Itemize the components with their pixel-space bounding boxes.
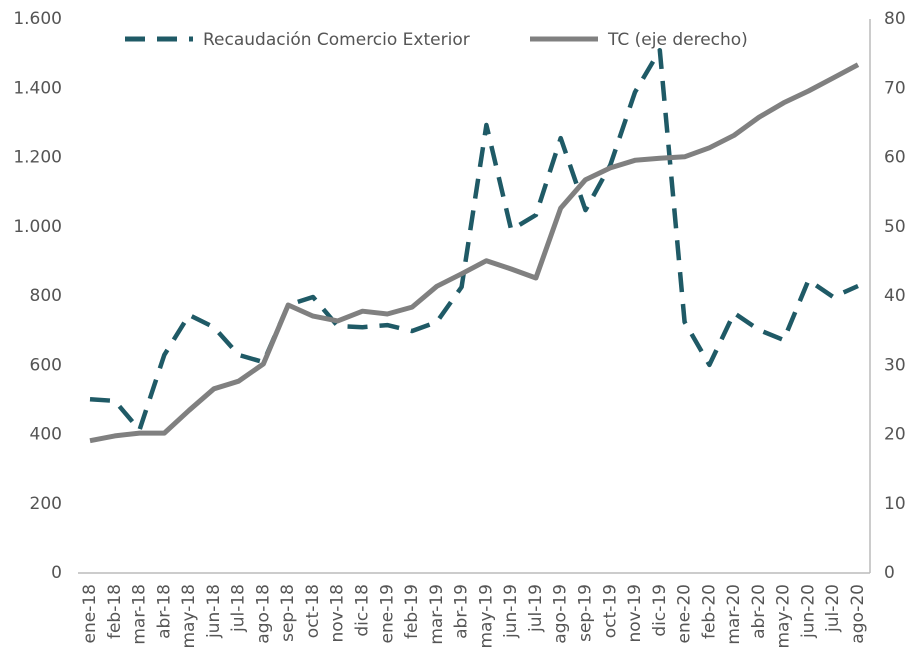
x-tick-label: sep-18 bbox=[278, 584, 298, 642]
y2-tick-label: 70 bbox=[884, 78, 906, 98]
x-tick-label: may-18 bbox=[179, 584, 199, 649]
x-tick-label: feb-18 bbox=[105, 584, 125, 639]
x-tick-label: abr-19 bbox=[452, 584, 472, 639]
x-tick-label: jun-18 bbox=[204, 584, 224, 639]
x-tick-label: oct-19 bbox=[600, 584, 620, 638]
y2-tick-label: 50 bbox=[884, 217, 906, 237]
x-tick-label: jul-19 bbox=[526, 584, 546, 633]
y-tick-label: 1.200 bbox=[13, 148, 62, 168]
y-tick-label: 1.600 bbox=[13, 9, 62, 29]
x-tick-label: ago-20 bbox=[848, 584, 868, 644]
x-tick-label: ago-18 bbox=[253, 584, 273, 644]
legend-label: Recaudación Comercio Exterior bbox=[203, 30, 470, 50]
y2-tick-label: 0 bbox=[884, 563, 895, 583]
x-tick-label: sep-19 bbox=[575, 584, 595, 642]
x-tick-label: jun-19 bbox=[501, 584, 521, 639]
x-tick-label: jul-20 bbox=[823, 584, 843, 633]
y2-tick-label: 80 bbox=[884, 9, 906, 29]
x-tick-label: jul-18 bbox=[229, 584, 249, 633]
x-tick-label: may-20 bbox=[774, 584, 794, 649]
y-tick-label: 1.000 bbox=[13, 217, 62, 237]
x-tick-label: dic-18 bbox=[353, 584, 373, 637]
x-tick-label: dic-19 bbox=[650, 584, 670, 637]
x-tick-label: may-19 bbox=[476, 584, 496, 649]
y2-tick-label: 40 bbox=[884, 286, 906, 306]
y-tick-label: 200 bbox=[30, 494, 62, 514]
y2-tick-label: 30 bbox=[884, 355, 906, 375]
legend-label: TC (eje derecho) bbox=[607, 30, 748, 50]
y-tick-label: 800 bbox=[30, 286, 62, 306]
x-tick-label: jun-20 bbox=[798, 584, 818, 639]
y-tick-label: 400 bbox=[30, 425, 62, 445]
x-tick-label: feb-20 bbox=[699, 584, 719, 639]
y-tick-label: 0 bbox=[51, 563, 62, 583]
x-tick-label: feb-19 bbox=[402, 584, 422, 639]
y-tick-label: 600 bbox=[30, 355, 62, 375]
y2-tick-label: 10 bbox=[884, 494, 906, 514]
x-tick-label: ene-19 bbox=[377, 584, 397, 643]
x-tick-label: mar-20 bbox=[724, 584, 744, 645]
x-tick-label: ago-19 bbox=[551, 584, 571, 644]
y2-tick-label: 60 bbox=[884, 148, 906, 168]
y-tick-label: 1.400 bbox=[13, 78, 62, 98]
x-tick-label: nov-19 bbox=[625, 584, 645, 643]
x-tick-label: abr-20 bbox=[749, 584, 769, 639]
x-tick-label: nov-18 bbox=[328, 584, 348, 643]
x-tick-label: mar-19 bbox=[427, 584, 447, 645]
x-tick-label: mar-18 bbox=[130, 584, 150, 645]
series-line bbox=[89, 62, 860, 444]
x-tick-label: ene-18 bbox=[80, 584, 100, 643]
x-tick-label: oct-18 bbox=[303, 584, 323, 638]
y2-tick-label: 20 bbox=[884, 425, 906, 445]
series-line bbox=[89, 47, 859, 433]
x-tick-label: abr-18 bbox=[154, 584, 174, 639]
x-tick-label: ene-20 bbox=[675, 584, 695, 643]
